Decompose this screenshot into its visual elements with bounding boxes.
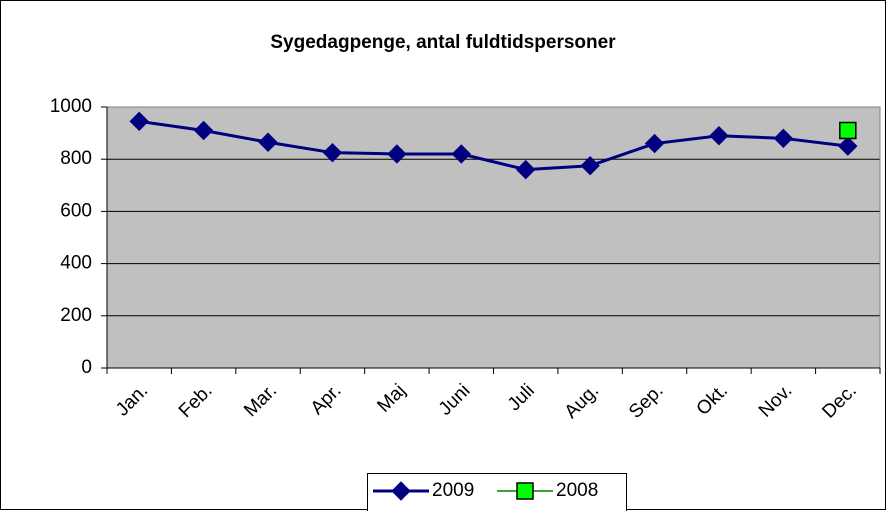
y-tick-label: 400 (60, 253, 92, 274)
y-tick-label: 0 (81, 357, 92, 378)
data-point (839, 121, 857, 140)
data-point (258, 132, 278, 152)
data-point (387, 144, 407, 164)
plot-area (107, 107, 880, 368)
legend-marker (391, 481, 411, 501)
y-tick-label: 800 (60, 148, 92, 169)
chart-title: Sygedagpenge, antal fuldtidspersoner (270, 32, 616, 53)
data-point (838, 136, 858, 156)
data-point (580, 156, 600, 176)
data-point (516, 159, 536, 180)
y-tick-label: 200 (60, 305, 92, 326)
legend-label: 2008 (556, 480, 598, 501)
data-point (773, 128, 794, 149)
data-point (709, 126, 729, 146)
data-point (644, 133, 665, 154)
data-point (451, 144, 471, 164)
legend-marker (516, 482, 534, 500)
data-point (322, 142, 343, 163)
y-tick-label: 1000 (50, 96, 92, 117)
series-line (138, 119, 848, 172)
data-point (193, 120, 214, 141)
data-point (129, 111, 149, 132)
y-tick-label: 600 (60, 200, 92, 221)
legend-label: 2009 (432, 480, 474, 501)
